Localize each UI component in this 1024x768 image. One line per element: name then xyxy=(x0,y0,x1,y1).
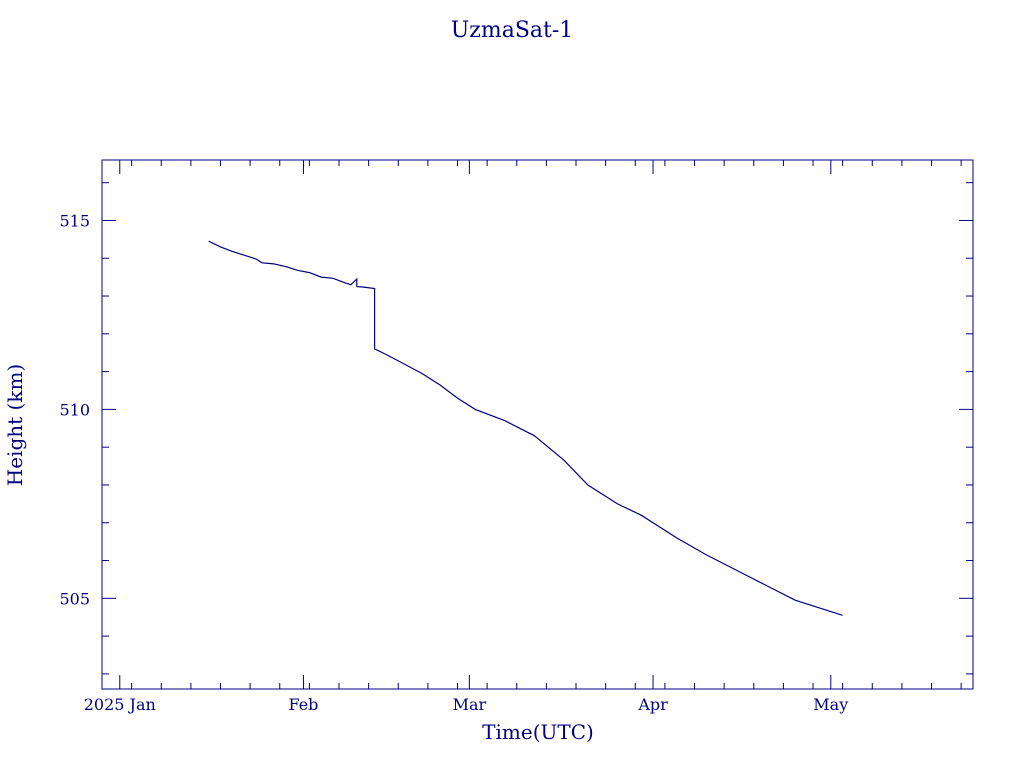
x-axis-label: Time(UTC) xyxy=(482,720,594,744)
y-tick-label: 505 xyxy=(59,589,90,608)
chart-title: UzmaSat-1 xyxy=(451,18,574,43)
x-tick-label: May xyxy=(813,695,848,714)
plot-frame xyxy=(101,159,974,690)
x-tick-label: 2025 Jan xyxy=(84,695,156,714)
x-tick-label: Feb xyxy=(288,695,318,714)
x-tick-label: Apr xyxy=(637,695,668,714)
y-tick-label: 510 xyxy=(59,400,90,419)
y-axis-label: Height (km) xyxy=(3,364,27,486)
y-tick-label: 515 xyxy=(59,211,90,230)
x-tick-label: Mar xyxy=(453,695,487,714)
series-line xyxy=(208,240,843,616)
axis-ticks xyxy=(101,160,973,689)
tick-labels: 505 510 515 2025 Jan Feb Mar Apr May xyxy=(59,211,848,714)
